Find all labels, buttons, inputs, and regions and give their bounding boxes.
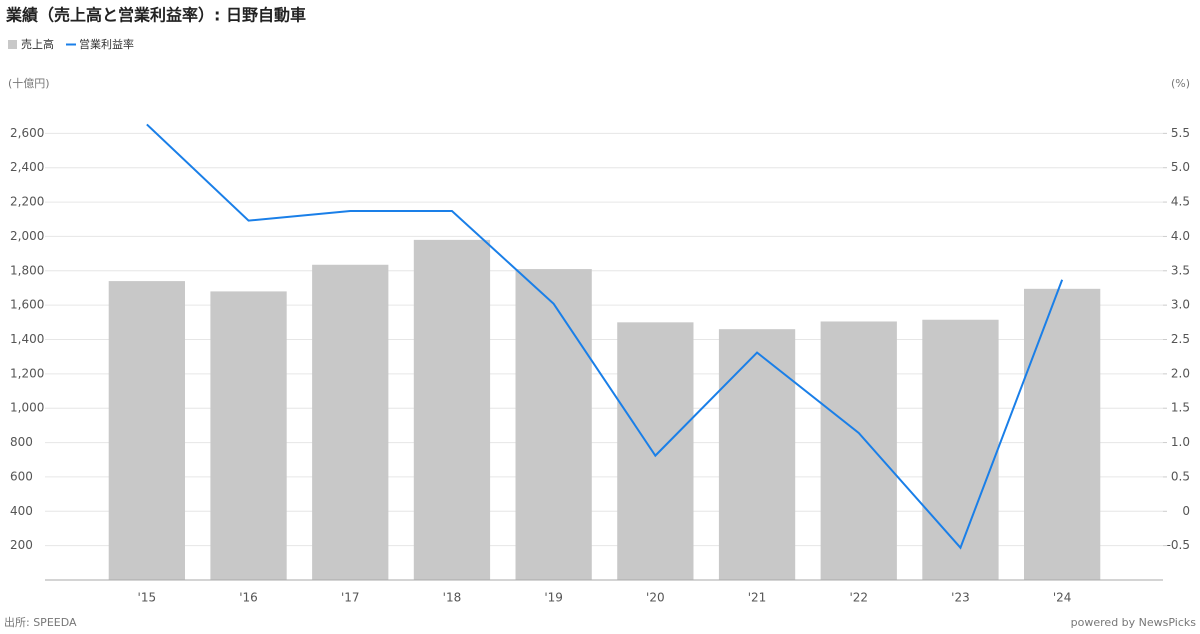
y2-tick-label: 1.5: [1171, 401, 1190, 415]
bar: [515, 269, 592, 580]
y-axis-label: (十億円): [8, 76, 50, 90]
bar: [1024, 288, 1101, 580]
y2-tick-label: 5.0: [1171, 160, 1190, 174]
bar: [312, 264, 389, 580]
x-tick-label: '16: [239, 591, 258, 605]
y2-tick-label: 2.5: [1171, 332, 1190, 346]
legend-label: 営業利益率: [79, 37, 134, 51]
x-tick-label: '22: [849, 591, 868, 605]
y2-tick-label: 3.5: [1171, 263, 1190, 277]
line: [146, 123, 1064, 550]
y2-tick-label: -0.5: [1167, 538, 1190, 552]
y-tick-label: 1,600: [10, 298, 44, 312]
bar: [820, 321, 897, 580]
x-tick-label: '17: [341, 591, 360, 605]
x-tick-label: '15: [138, 591, 157, 605]
y2-axis-label: (%): [1171, 77, 1190, 90]
x-tick-label: '24: [1053, 591, 1072, 605]
y-tick-label: 200: [10, 538, 33, 552]
y-tick-label: 1,200: [10, 366, 44, 380]
chart-title: 業績（売上高と営業利益率）: 日野自動車: [5, 6, 306, 25]
y2-tick-label: 3.0: [1171, 298, 1190, 312]
y-tick-label: 1,400: [10, 332, 44, 346]
y2-tick-label: 4.0: [1171, 229, 1190, 243]
y2-tick-label: 4.5: [1171, 195, 1190, 209]
source: 出所: SPEEDA: [4, 615, 77, 629]
bar: [718, 329, 796, 580]
x-tick-label: '19: [544, 591, 563, 605]
x-tick-label: '20: [646, 591, 665, 605]
y2-tick-label: 0.5: [1171, 469, 1190, 483]
x-tick-label: '21: [748, 591, 767, 605]
bar: [108, 281, 185, 580]
y-tick-label: 1,800: [10, 263, 44, 277]
y-tick-label: 600: [10, 469, 33, 483]
bar: [617, 322, 694, 580]
y-tick-label: 2,000: [10, 229, 44, 243]
x-tick-label: '18: [443, 591, 462, 605]
y2-tick-label: 2.0: [1171, 366, 1190, 380]
credit: powered by NewsPicks: [1071, 616, 1197, 629]
y-tick-label: 2,400: [10, 160, 44, 174]
legend-label: 売上高: [21, 37, 54, 51]
y-tick-label: 2,600: [10, 126, 44, 140]
y-tick-label: 2,200: [10, 195, 44, 209]
legend-swatch: [8, 40, 17, 49]
y2-tick-label: 0: [1182, 504, 1190, 518]
bar: [413, 239, 491, 580]
bar: [922, 319, 999, 580]
y2-tick-label: 5.5: [1171, 126, 1190, 140]
x-tick-label: '23: [951, 591, 970, 605]
y-tick-label: 1,000: [10, 401, 44, 415]
y2-tick-label: 1.0: [1171, 435, 1190, 449]
y-tick-label: 800: [10, 435, 33, 449]
bar: [210, 291, 287, 580]
y-tick-label: 400: [10, 504, 33, 518]
